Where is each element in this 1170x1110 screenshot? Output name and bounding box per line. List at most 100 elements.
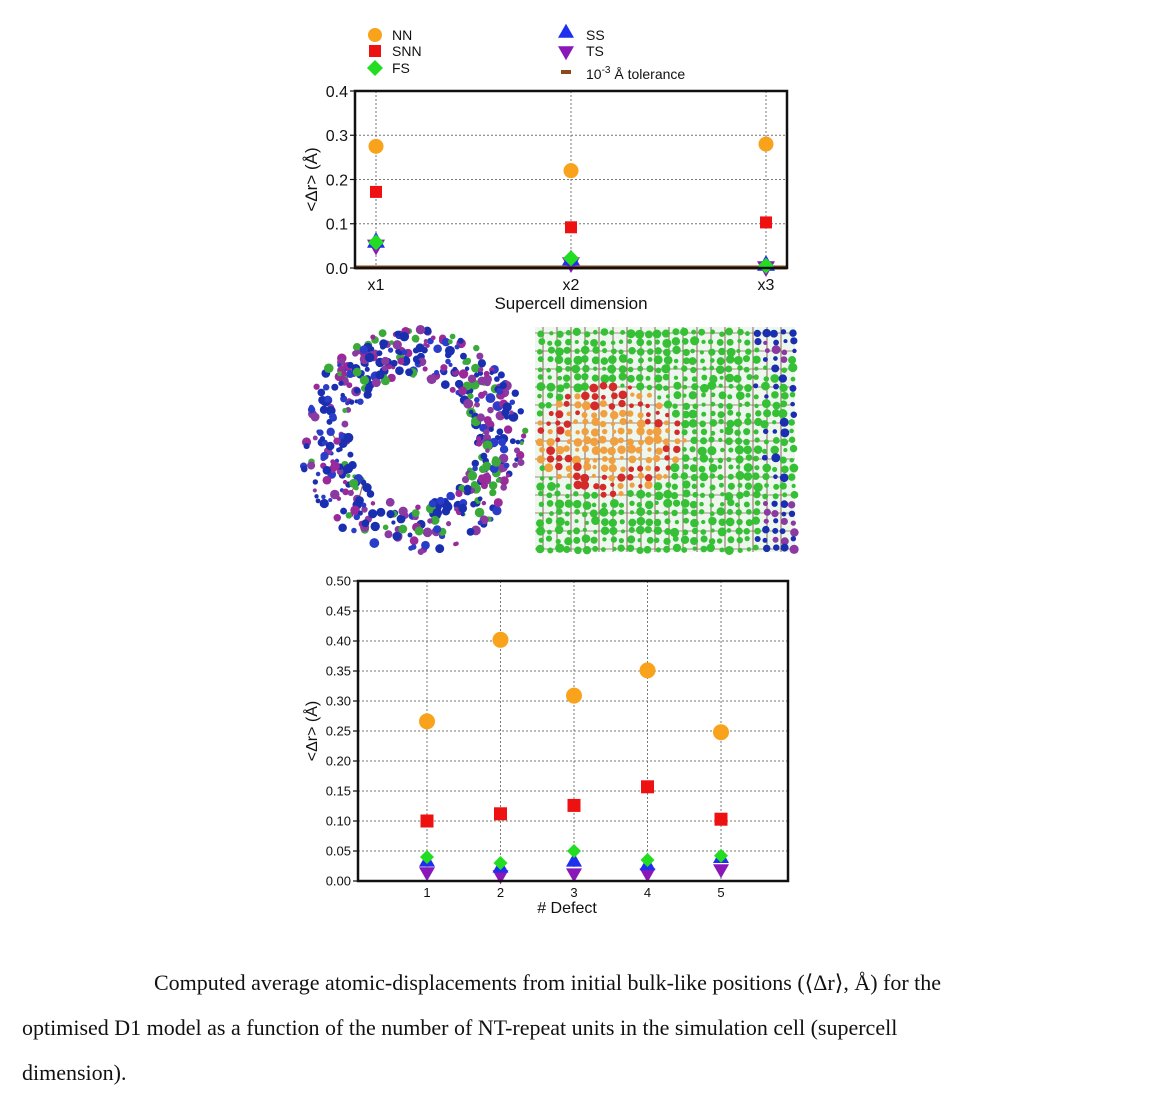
atom — [554, 499, 565, 509]
atom — [428, 499, 437, 508]
atom — [387, 347, 394, 353]
atom — [699, 454, 709, 463]
atom — [555, 517, 565, 527]
atom — [698, 509, 705, 515]
atom — [583, 462, 592, 471]
atom — [718, 418, 724, 425]
atom — [609, 410, 619, 420]
atom — [403, 358, 410, 365]
atom — [609, 526, 618, 536]
atom — [319, 436, 326, 442]
atom — [405, 368, 413, 377]
atom — [778, 374, 788, 383]
atom — [635, 329, 645, 339]
nanotube-structure-images — [299, 325, 799, 555]
atom — [381, 365, 388, 372]
atom — [458, 369, 469, 379]
atom — [537, 374, 544, 380]
atom — [382, 524, 389, 531]
atom — [670, 527, 680, 538]
atom — [582, 501, 592, 510]
atom — [618, 399, 626, 408]
atom — [619, 418, 627, 426]
atom — [581, 534, 591, 543]
atom — [517, 459, 525, 467]
atom — [608, 518, 618, 528]
atom — [582, 527, 588, 533]
atom — [655, 447, 663, 455]
atom — [421, 540, 430, 550]
atom — [514, 457, 519, 462]
data-point-ts — [713, 864, 729, 879]
atom — [573, 438, 583, 447]
atom — [601, 502, 607, 509]
atom — [727, 498, 735, 507]
atom — [547, 356, 554, 363]
atom — [325, 441, 335, 451]
atom — [499, 381, 507, 390]
atom — [754, 500, 761, 506]
atom — [319, 498, 329, 509]
atom — [566, 439, 572, 445]
atom — [460, 352, 467, 360]
atom — [681, 365, 688, 372]
atom — [646, 340, 653, 346]
atom — [726, 403, 733, 410]
atom — [690, 518, 699, 528]
atom — [745, 454, 753, 461]
atom — [480, 482, 488, 490]
atom — [672, 456, 680, 464]
atom — [395, 366, 404, 376]
atom — [364, 384, 373, 393]
atom — [454, 541, 459, 546]
atom — [709, 365, 715, 371]
atom — [609, 330, 615, 336]
atom — [317, 429, 324, 436]
atom — [411, 509, 420, 517]
atom — [333, 513, 342, 522]
atom — [718, 383, 723, 388]
atom — [718, 347, 726, 356]
atom — [386, 364, 392, 370]
atom — [485, 448, 490, 453]
atom — [735, 509, 742, 516]
atom — [380, 376, 390, 386]
atom — [517, 408, 524, 415]
atom — [580, 382, 589, 391]
atom — [600, 410, 608, 418]
data-point-fs — [567, 844, 581, 858]
atom — [626, 428, 633, 435]
atom — [301, 465, 308, 473]
atom — [556, 473, 563, 480]
atom — [492, 456, 499, 463]
atom — [592, 545, 599, 552]
atom — [609, 490, 617, 498]
atom — [753, 394, 759, 400]
atom — [547, 547, 554, 554]
atom — [763, 365, 768, 371]
atom — [591, 473, 596, 478]
atom — [746, 373, 753, 381]
atom — [565, 338, 572, 346]
atom — [653, 455, 661, 463]
atom — [789, 329, 797, 337]
atom — [346, 473, 351, 479]
atom — [600, 394, 606, 400]
atom — [689, 446, 696, 453]
atom — [743, 501, 750, 508]
atom — [681, 546, 688, 553]
atom — [581, 401, 591, 411]
atom — [600, 464, 609, 472]
data-point-snn — [370, 185, 382, 198]
atom — [627, 358, 634, 365]
atom — [691, 383, 699, 391]
atom — [620, 466, 626, 473]
atom — [417, 357, 427, 367]
atom — [610, 536, 617, 543]
atom — [322, 384, 330, 391]
atom — [636, 419, 646, 429]
data-point-nn — [368, 138, 384, 154]
atom — [718, 391, 727, 400]
atom — [636, 546, 644, 555]
atom — [555, 462, 563, 471]
